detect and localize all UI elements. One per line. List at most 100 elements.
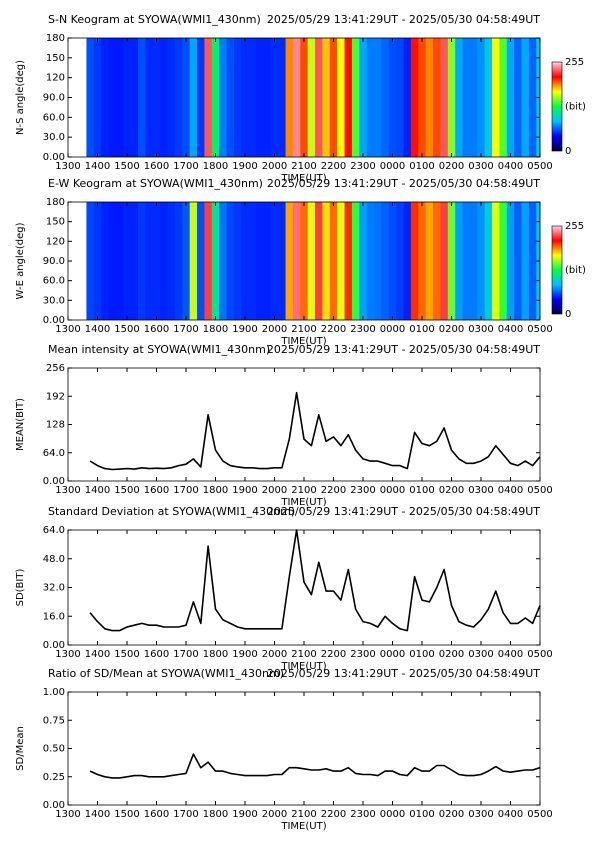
x-tick-label: 1400 [85, 485, 110, 496]
x-tick-label: 0400 [498, 485, 523, 496]
time-range: 2025/05/29 13:41:29UT - 2025/05/30 04:58… [267, 667, 540, 680]
keogram-column [528, 38, 537, 157]
x-tick-label: 1500 [114, 485, 139, 496]
keogram-column [152, 202, 161, 320]
x-tick-label: 1900 [232, 161, 257, 172]
x-tick-label: 1700 [173, 809, 198, 820]
keogram-column [226, 38, 235, 157]
y-tick-label: 90.0 [43, 256, 65, 267]
keogram-column [300, 202, 309, 320]
chart-title: S-N Keogram at SYOWA(WMI1_430nm) [48, 13, 261, 26]
x-tick-label: 0100 [409, 161, 434, 172]
colorbar-label: (bit) [565, 102, 586, 113]
x-tick-label: 0500 [527, 324, 552, 335]
keogram-column [499, 202, 508, 320]
keogram-column [359, 202, 368, 320]
keogram-column [528, 202, 537, 320]
time-range: 2025/05/29 13:41:29UT - 2025/05/30 04:58… [267, 13, 540, 26]
keogram-column [433, 38, 441, 157]
keogram-column [403, 202, 412, 320]
x-tick-label: 2200 [321, 161, 346, 172]
keogram-column [189, 202, 198, 320]
keogram-column [351, 202, 360, 320]
keogram-column [514, 202, 522, 320]
y-tick-label: 128 [46, 420, 65, 431]
y-tick-label: 1.00 [43, 687, 65, 698]
y-tick-label: 30.0 [43, 295, 65, 306]
x-tick-label: 0300 [468, 809, 493, 820]
x-tick-label: 1600 [144, 809, 169, 820]
keogram-column [263, 202, 272, 320]
keogram-column [492, 38, 500, 157]
keogram-column [418, 38, 427, 157]
keogram-column [477, 38, 486, 157]
colorbar-max: 255 [565, 57, 584, 68]
x-tick-label: 2200 [321, 324, 346, 335]
keogram-column [506, 202, 515, 320]
keogram-column [447, 38, 456, 157]
y-axis-label: N-S angle(deg) [15, 60, 26, 135]
keogram-column [160, 38, 168, 157]
x-tick-label: 0400 [498, 161, 523, 172]
y-tick-label: 60.0 [43, 276, 65, 287]
keogram-column [197, 38, 205, 157]
x-tick-label: 1800 [203, 161, 228, 172]
keogram-column [462, 38, 471, 157]
keogram-column [337, 38, 345, 157]
x-tick-label: 2200 [321, 809, 346, 820]
x-tick-label: 0500 [527, 809, 552, 820]
chart-title: Mean intensity at SYOWA(WMI1_430nm) [48, 343, 270, 356]
x-tick-label: 2000 [262, 809, 287, 820]
keogram-column [101, 202, 109, 320]
chart-title: Ratio of SD/Mean at SYOWA(WMI1_430nm) [48, 667, 284, 680]
x-tick-label: 1600 [144, 649, 169, 660]
x-tick-label: 2100 [291, 485, 316, 496]
keogram-column [351, 38, 360, 157]
x-tick-label: 1900 [232, 324, 257, 335]
x-tick-label: 1600 [144, 324, 169, 335]
keogram-column [492, 202, 500, 320]
keogram-column [86, 202, 95, 320]
keogram-column [115, 202, 124, 320]
x-tick-label: 2300 [350, 161, 375, 172]
x-tick-label: 1300 [55, 161, 80, 172]
x-tick-label: 1400 [85, 809, 110, 820]
keogram-column [410, 202, 419, 320]
plot-frame [67, 691, 541, 806]
keogram-column [455, 202, 463, 320]
x-tick-label: 2000 [262, 324, 287, 335]
keogram-column [130, 202, 139, 320]
y-axis-label: W-E angle(deg) [15, 222, 26, 299]
x-tick-label: 2300 [350, 324, 375, 335]
y-tick-label: 180 [46, 33, 65, 44]
y-tick-label: 30.0 [43, 132, 65, 143]
x-tick-label: 0500 [527, 649, 552, 660]
x-tick-label: 0000 [380, 324, 405, 335]
keogram-column [499, 38, 508, 157]
keogram-column [167, 202, 176, 320]
keogram-column [521, 38, 530, 157]
x-tick-label: 2200 [321, 649, 346, 660]
colorbar-min: 0 [565, 146, 571, 157]
keogram-column [292, 38, 301, 157]
x-tick-label: 1600 [144, 161, 169, 172]
x-tick-label: 0300 [468, 324, 493, 335]
y-tick-label: 0.00 [43, 640, 65, 651]
x-tick-label: 0500 [527, 485, 552, 496]
x-tick-label: 1400 [85, 161, 110, 172]
x-tick-label: 2100 [291, 161, 316, 172]
colorbar-max: 255 [565, 221, 584, 232]
keogram-column [521, 202, 530, 320]
y-tick-label: 192 [46, 391, 65, 402]
x-tick-label: 2000 [262, 485, 287, 496]
colorbar [551, 225, 563, 315]
x-tick-label: 2200 [321, 485, 346, 496]
keogram-column [425, 202, 434, 320]
x-tick-label: 1500 [114, 809, 139, 820]
keogram-column [477, 202, 486, 320]
keogram-column [381, 38, 390, 157]
keogram-column [145, 202, 154, 320]
keogram-column [270, 202, 279, 320]
y-tick-label: 64.0 [43, 448, 65, 459]
keogram-column [381, 202, 390, 320]
